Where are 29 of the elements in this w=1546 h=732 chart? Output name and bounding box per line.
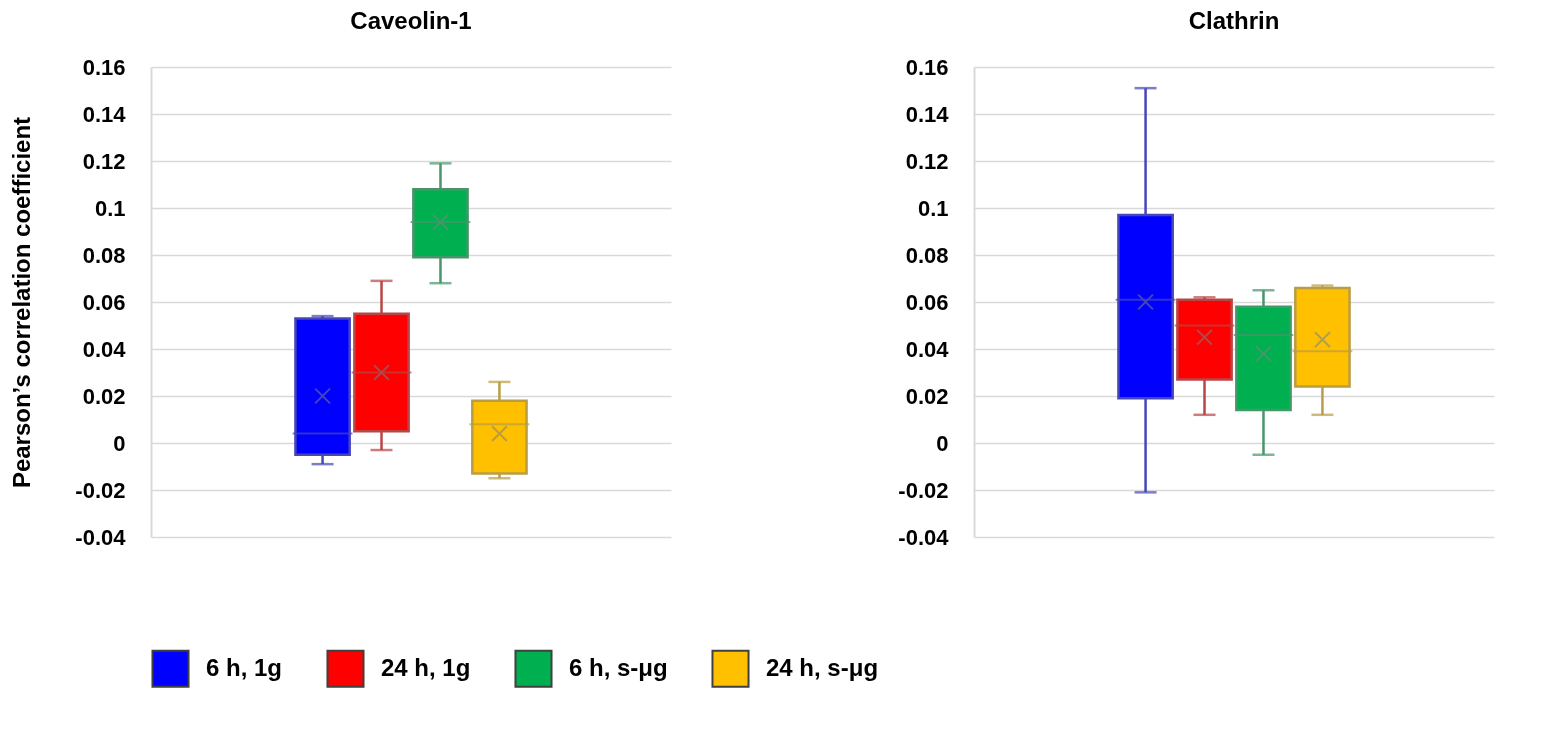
y-tick-label: -0.02	[75, 477, 126, 503]
y-tick-label: 0.16	[905, 54, 949, 80]
chart-title: Caveolin-1	[350, 7, 472, 34]
legend-label: 6 h, s-μg	[569, 653, 668, 681]
y-tick-label: 0.12	[82, 148, 126, 174]
legend-label: 24 h, 1g	[381, 653, 471, 681]
y-tick-label: 0.02	[82, 383, 126, 409]
chart-title: Clathrin	[1188, 7, 1280, 34]
y-tick-label: 0.06	[905, 289, 949, 315]
y-axis-title: Pearson’s correlation coefficient	[8, 116, 36, 489]
y-tick-label: 0.08	[82, 242, 126, 268]
y-tick-label: 0.04	[82, 336, 127, 362]
y-tick-label: 0.06	[82, 289, 126, 315]
y-tick-label: 0.08	[905, 242, 949, 268]
y-tick-label: 0.04	[905, 336, 950, 362]
y-tick-label: 0.14	[82, 101, 127, 127]
legend-label: 6 h, 1g	[206, 653, 283, 681]
y-tick-label: 0.14	[905, 101, 950, 127]
y-tick-label: 0	[936, 430, 949, 456]
y-tick-label: 0.12	[905, 148, 949, 174]
legend-label: 24 h, s-μg	[766, 653, 879, 681]
y-tick-label: 0	[113, 430, 126, 456]
y-tick-label: 0.02	[905, 383, 949, 409]
y-tick-label: -0.02	[898, 477, 949, 503]
y-tick-label: 0.1	[94, 195, 126, 221]
y-tick-label: 0.16	[82, 54, 126, 80]
y-tick-label: 0.1	[917, 195, 949, 221]
y-tick-label: -0.04	[898, 524, 950, 550]
y-tick-label: -0.04	[75, 524, 127, 550]
